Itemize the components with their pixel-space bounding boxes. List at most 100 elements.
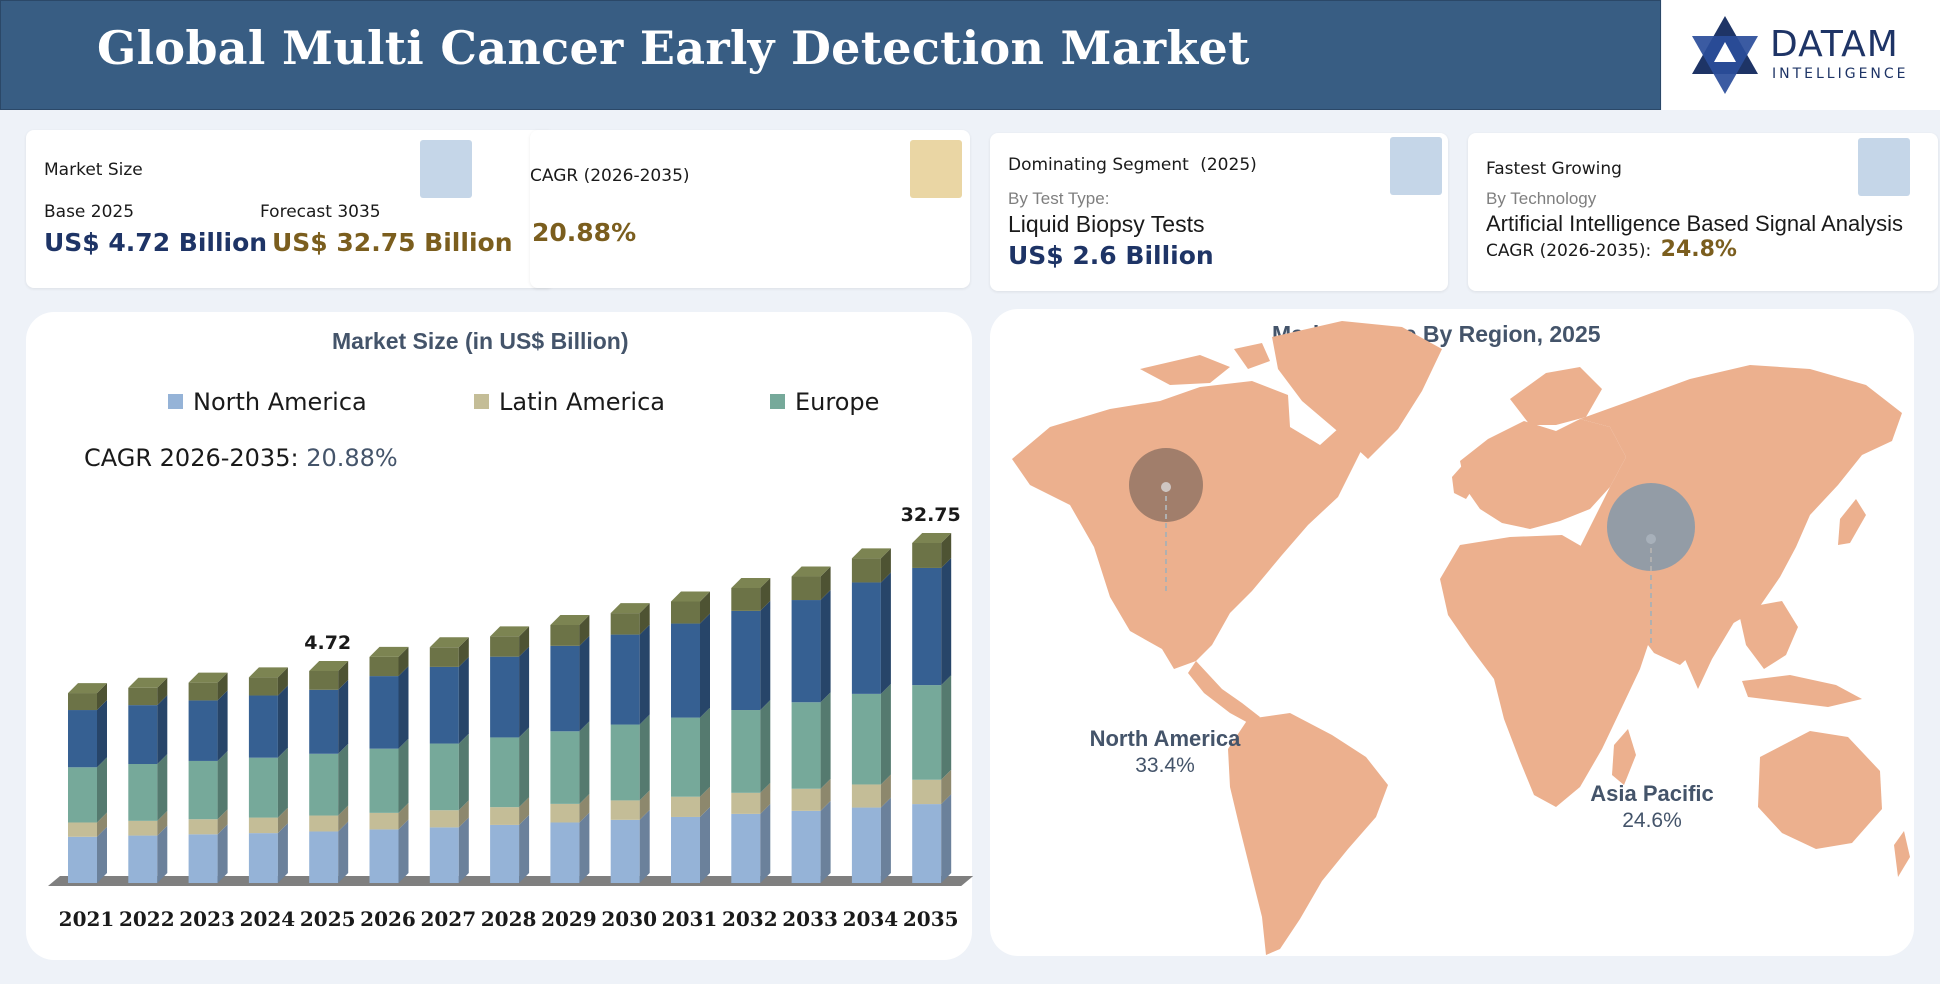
bar-top-2021	[68, 683, 107, 694]
bar-side-2021-s4	[97, 683, 107, 711]
bar-segment-2025-s3	[309, 689, 339, 754]
bar-segment-2032-s2	[731, 710, 761, 793]
x-tick-label-2024: 2024	[240, 907, 296, 931]
bar-segment-2023-s1	[188, 819, 218, 835]
page-title: Global Multi Cancer Early Detection Mark…	[97, 21, 1250, 75]
legend-label-north-america: North America	[193, 388, 367, 416]
x-tick-label-2028: 2028	[481, 907, 537, 931]
land-north-america	[1012, 381, 1362, 669]
x-tick-label-2031: 2031	[662, 907, 718, 931]
bar-segment-2031-s4	[671, 601, 700, 624]
bar-segment-2022-s4	[128, 687, 158, 706]
bar-side-2030-s3	[639, 624, 650, 725]
bar-segment-2023-s2	[188, 760, 218, 820]
header-banner: Global Multi Cancer Early Detection Mark…	[0, 0, 1661, 110]
world-map: North America 33.4% Asia Pacific 24.6%	[1012, 321, 1910, 955]
x-tick-label-2030: 2030	[601, 907, 657, 931]
market-size-card: Market Size Base 2025 Forecast 3035 US$ …	[26, 130, 554, 288]
bar-side-2022-s2	[157, 754, 168, 821]
land-australia	[1758, 731, 1882, 849]
bar-side-2023-s2	[217, 750, 228, 820]
bar-side-2035-s0	[941, 794, 952, 883]
bar-top-2023	[188, 672, 228, 683]
dominating-sublabel: By Test Type:	[1008, 189, 1110, 208]
bar-side-2027-s0	[458, 817, 469, 883]
bar-segment-2027-s1	[429, 810, 459, 828]
bar-segment-2021-s0	[68, 836, 97, 883]
bar-side-2022-s4	[157, 677, 168, 706]
data-label-2025: 4.72	[304, 632, 351, 654]
bar-side-2029-s4	[579, 614, 590, 646]
bar-side-2024-s2	[277, 747, 288, 818]
x-tick-label-2035: 2035	[903, 907, 959, 931]
legend-latin-america: Latin America	[474, 388, 665, 416]
cagr-swatch	[910, 140, 962, 198]
logo-name: DATAM	[1770, 24, 1899, 65]
bar-side-2028-s1	[519, 797, 530, 825]
market-size-swatch	[420, 140, 472, 198]
bar-side-2030-s4	[639, 603, 650, 635]
bar-segment-2021-s4	[68, 693, 97, 711]
legend-swatch-north-america	[168, 394, 183, 409]
bar-segment-2031-s3	[671, 623, 700, 718]
fastest-cagr: CAGR (2026-2035): 24.8%	[1486, 237, 1737, 262]
bar-side-2023-s3	[217, 690, 228, 761]
land-south-america	[1228, 713, 1388, 955]
continents	[1012, 321, 1910, 955]
bar-side-2026-s3	[398, 666, 409, 749]
x-tick-label-2023: 2023	[179, 907, 235, 931]
bar-side-2030-s1	[639, 790, 650, 820]
bar-segment-2024-s0	[248, 833, 278, 883]
bar-side-2025-s3	[338, 679, 349, 754]
bar-chart-cagr-value: 20.88%	[306, 444, 398, 472]
land-southeast-asia	[1738, 601, 1798, 669]
bar-top-2024	[248, 667, 288, 678]
bar-side-2031-s3	[700, 613, 710, 718]
bar-side-2021-s0	[97, 826, 107, 883]
x-tick-label-2022: 2022	[119, 907, 175, 931]
dominating-heading: Dominating Segment (2025)	[1008, 155, 1257, 175]
bar-segment-2030-s2	[610, 724, 640, 801]
land-new-zealand	[1894, 831, 1910, 877]
bar-segment-2021-s2	[68, 767, 97, 823]
dominating-heading-year: (2025)	[1200, 155, 1257, 175]
bar-side-2033-s4	[820, 566, 831, 601]
bar-chart-cagr: CAGR 2026-2035: 20.88%	[84, 444, 398, 472]
bar-side-2030-s0	[639, 809, 650, 883]
bar-segment-2024-s1	[248, 817, 278, 834]
bar-side-2028-s2	[519, 727, 530, 808]
bar-side-2028-s0	[519, 814, 530, 883]
bar-segment-2024-s2	[248, 757, 278, 818]
bar-side-2028-s4	[519, 626, 530, 657]
bar-side-2035-s3	[941, 557, 952, 686]
bar-segment-2035-s0	[912, 804, 942, 883]
bar-segment-2028-s1	[490, 807, 520, 825]
bar-side-2028-s3	[519, 646, 530, 738]
bar-side-2022-s1	[157, 810, 168, 836]
bar-segment-2032-s4	[731, 587, 761, 611]
dominating-segment: Liquid Biopsy Tests	[1008, 211, 1205, 237]
land-greenland	[1272, 321, 1442, 459]
legend-europe: Europe	[770, 388, 879, 416]
bar-segment-2030-s4	[610, 613, 640, 635]
bar-side-2021-s3	[97, 700, 107, 768]
bar-segment-2022-s1	[128, 820, 158, 836]
bar-segment-2033-s4	[791, 576, 821, 601]
bar-chart-title: Market Size (in US$ Billion)	[332, 328, 629, 354]
bar-segment-2033-s0	[791, 810, 821, 883]
fastest-cagr-label: CAGR (2026-2035):	[1486, 241, 1652, 261]
north-america-share: 33.4%	[1135, 754, 1195, 777]
land-india	[1674, 589, 1736, 689]
bar-segment-2028-s2	[490, 737, 520, 808]
bar-side-2032-s2	[760, 700, 771, 793]
star-of-david-icon	[1692, 16, 1758, 94]
bar-side-2031-s2	[700, 707, 710, 797]
bar-side-2022-s3	[157, 695, 168, 765]
bar-side-2027-s1	[458, 800, 469, 828]
bar-segment-2028-s0	[490, 824, 520, 883]
bar-segment-2027-s3	[429, 666, 459, 744]
bar-segment-2026-s1	[369, 812, 399, 830]
bar-side-2032-s3	[760, 600, 771, 711]
bar-top-2027	[429, 637, 469, 648]
bar-side-2034-s4	[880, 548, 891, 583]
